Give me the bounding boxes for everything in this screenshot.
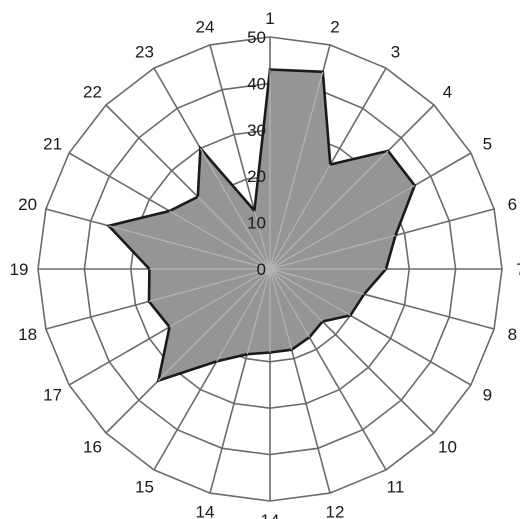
category-label: 16 (83, 438, 102, 457)
tick-label: 20 (247, 167, 266, 186)
category-label: 1 (265, 9, 274, 28)
inner-spoke-2 (269, 71, 324, 270)
category-label: 11 (387, 477, 405, 496)
category-label: 18 (18, 325, 37, 344)
category-label: 2 (330, 18, 339, 37)
radar-inner-spokes (108, 69, 415, 382)
category-label: 8 (508, 325, 517, 344)
category-label: 17 (43, 386, 62, 405)
inner-spoke-5 (269, 184, 415, 270)
inner-spoke-24 (253, 210, 271, 270)
inner-spoke-14 (246, 268, 271, 355)
category-label: 19 (10, 260, 29, 279)
inner-spoke-18 (148, 268, 271, 302)
inner-spoke-23 (199, 148, 271, 270)
inner-spoke-22 (197, 196, 271, 270)
inner-spoke-9 (269, 268, 351, 316)
category-label: 20 (18, 195, 37, 214)
category-label: 23 (135, 43, 154, 62)
inner-spoke-16 (157, 268, 271, 382)
category-label: 7 (516, 260, 520, 279)
category-label: 14 (196, 502, 215, 519)
inner-spoke-4 (269, 150, 389, 270)
radial-tick-labels: 0 10 20 30 40 50 (247, 28, 266, 279)
tick-label: 40 (247, 74, 266, 93)
inner-spoke-8 (269, 268, 365, 295)
category-label: 6 (508, 195, 517, 214)
inner-spoke-20 (108, 225, 271, 270)
inner-spoke-12 (269, 268, 293, 350)
inner-spoke-17 (169, 268, 271, 328)
tick-label: 50 (247, 28, 266, 47)
category-label: 10 (438, 438, 457, 457)
inner-spoke-3 (269, 164, 331, 270)
category-label: 24 (196, 18, 215, 37)
category-label: 4 (443, 83, 452, 102)
category-label: 12 (326, 502, 345, 519)
inner-spoke-6 (269, 234, 396, 270)
inner-spoke-21 (169, 210, 271, 270)
inner-spoke-15 (216, 268, 271, 362)
tick-label: 30 (247, 121, 266, 140)
inner-spoke-11 (269, 268, 310, 338)
inner-spoke-10 (269, 268, 323, 322)
tick-label: 0 (257, 260, 266, 279)
tick-label: 10 (247, 214, 266, 233)
category-label: 3 (391, 43, 400, 62)
category-labels: 123456789101112141415161718192021222324 (10, 9, 520, 519)
category-label: 15 (135, 477, 154, 496)
category-label: 5 (483, 135, 492, 154)
category-label: 9 (483, 386, 492, 405)
category-label: 22 (83, 83, 102, 102)
category-label: 21 (43, 135, 62, 154)
category-label: 14 (261, 511, 280, 519)
